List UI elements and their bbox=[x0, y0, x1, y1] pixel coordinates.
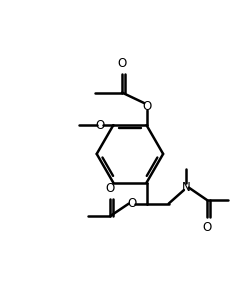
Text: O: O bbox=[118, 58, 127, 70]
Text: O: O bbox=[142, 100, 151, 113]
Text: O: O bbox=[106, 182, 115, 195]
Text: O: O bbox=[127, 197, 136, 210]
Text: O: O bbox=[202, 221, 211, 234]
Text: O: O bbox=[95, 119, 104, 132]
Text: N: N bbox=[182, 181, 190, 194]
